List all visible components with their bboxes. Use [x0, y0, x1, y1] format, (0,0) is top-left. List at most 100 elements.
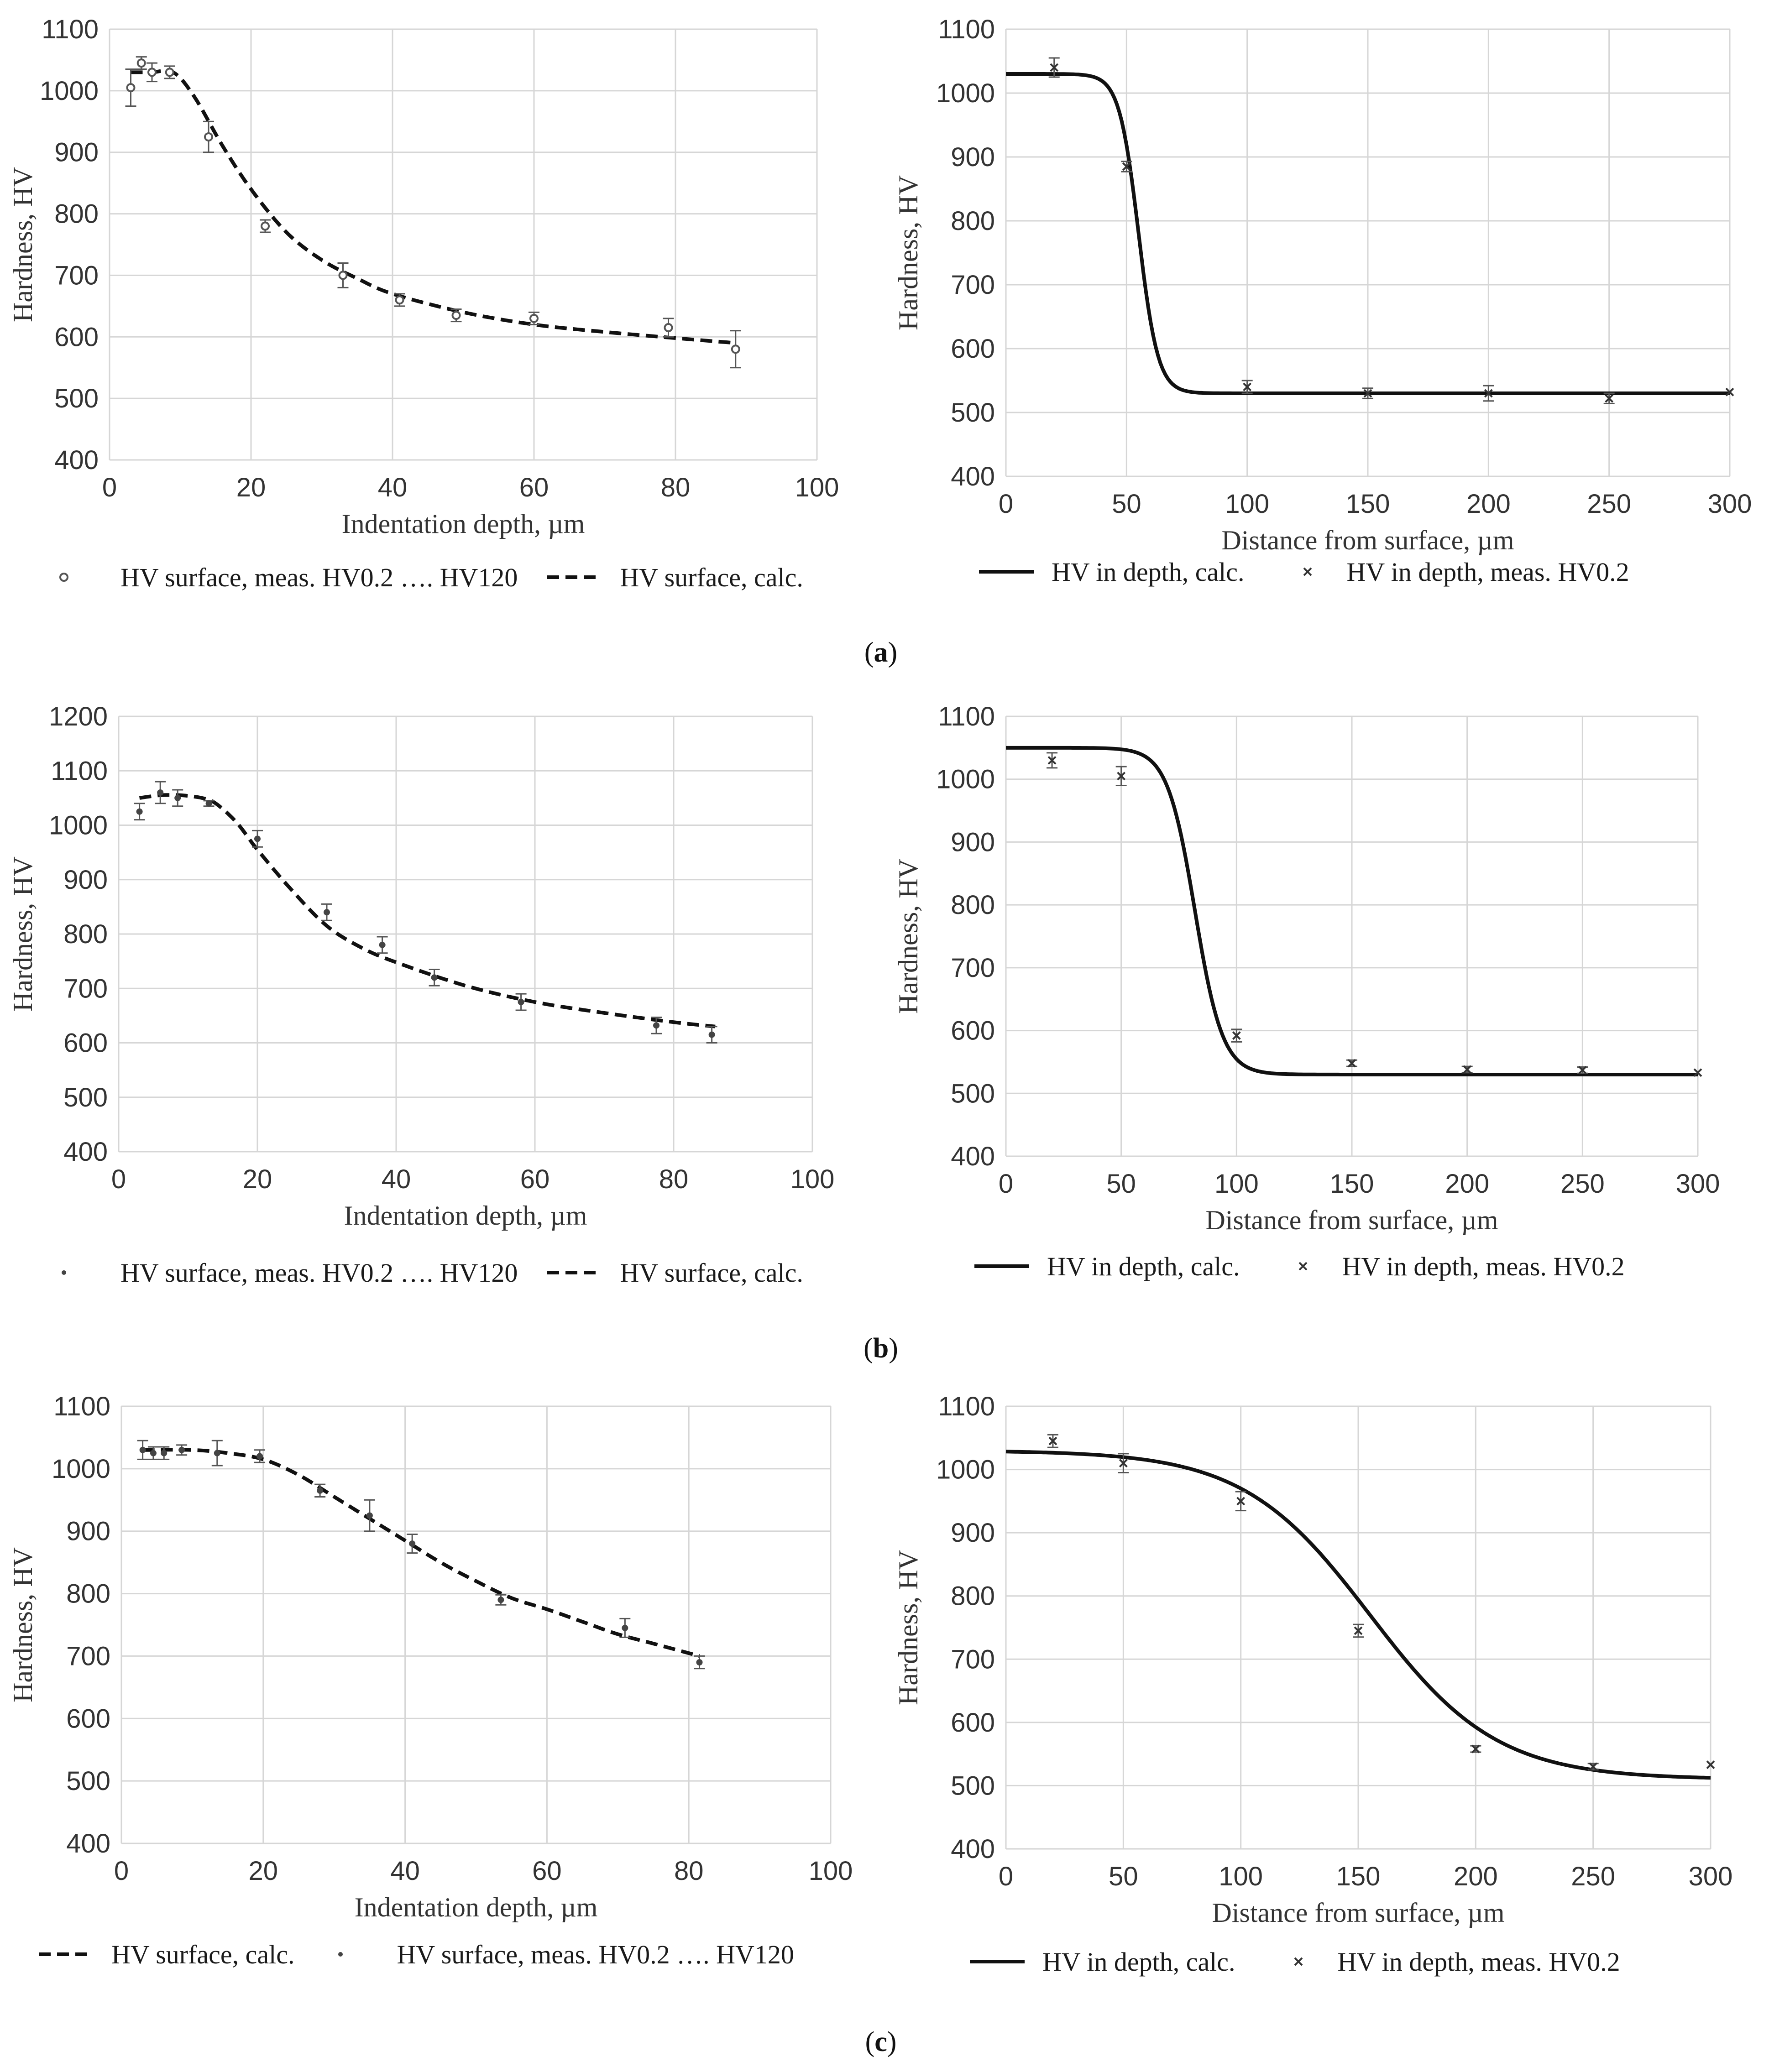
- c-left-ytick-2: 600: [66, 1704, 110, 1733]
- a-left-meas-point-3: [165, 68, 174, 77]
- a-right-meas-point-5: [1605, 394, 1614, 403]
- b-right-meas-point-4: [1463, 1065, 1472, 1074]
- c-right-xtick-1: 50: [1109, 1862, 1138, 1891]
- a-right-ylabel: Hardness, HV: [893, 175, 923, 330]
- c-left-meas-point-3: [178, 1446, 185, 1453]
- b-left-legend-symbol-calc: [545, 1258, 604, 1288]
- b-right-legend-symbol-calc: [972, 1251, 1031, 1282]
- a-left-ylabel: Hardness, HV: [8, 167, 38, 322]
- a-left-calc-line: [130, 68, 736, 345]
- c-right-xtick-5: 250: [1571, 1862, 1615, 1891]
- c-right-ytick-1: 500: [951, 1771, 995, 1801]
- c-right-legend-symbol-meas: [1263, 1947, 1322, 1977]
- b-left-legend-item-meas: HV surface, meas. HV0.2 …. HV120: [46, 1258, 518, 1288]
- c-right-meas-point-6: [1706, 1760, 1715, 1769]
- b-left-xtick-1: 20: [243, 1164, 272, 1194]
- b-right-ytick-3: 700: [951, 953, 995, 983]
- c-left-meas-point-8: [409, 1540, 416, 1547]
- c-right-xtick-4: 200: [1454, 1862, 1498, 1891]
- a-left-meas-point-5: [261, 221, 270, 231]
- b-left-meas-point-0: [136, 808, 143, 815]
- c-left-meas-point-6: [317, 1487, 324, 1494]
- a-left-xtick-3: 60: [519, 473, 549, 502]
- a-left-ytick-6: 1000: [40, 76, 99, 106]
- c-right-legend-symbol-calc: [968, 1947, 1027, 1977]
- c-right-meas-point-2: [1236, 1497, 1246, 1506]
- b-left-ytick-4: 800: [63, 919, 108, 949]
- b-right-xtick-5: 250: [1560, 1169, 1605, 1199]
- chart-a-right: 400 500 600 700 800 900 1000 1100 0 50 100 150 200 25…: [885, 0, 1769, 607]
- b-right-legend-label-calc: HV in depth, calc.: [1047, 1252, 1240, 1281]
- b-left-meas-point-5: [324, 909, 330, 916]
- a-left-svg: 400 500 600 700 800 900 1000 1100 0 20 40 60 80 100 In…: [8, 15, 839, 539]
- b-right-legend: HV in depth, calc. HV in depth, meas. HV0…: [972, 1251, 1652, 1282]
- c-left-meas-point-11: [696, 1659, 703, 1666]
- c-left-ytick-4: 800: [66, 1579, 110, 1609]
- a-left-xtick-2: 40: [378, 473, 408, 502]
- c-left-meas-point-7: [366, 1512, 373, 1519]
- a-left-ytick-1: 500: [54, 384, 99, 413]
- c-left-ylabel: Hardness, HV: [8, 1547, 38, 1702]
- c-right-ytick-4: 800: [951, 1581, 995, 1611]
- b-left-meas-point-2: [174, 794, 181, 801]
- c-left-xtick-2: 40: [390, 1856, 420, 1886]
- c-right-xtick-6: 300: [1689, 1862, 1733, 1891]
- b-right-legend-label-meas: HV in depth, meas. HV0.2: [1342, 1252, 1625, 1281]
- c-left-xtick-0: 0: [114, 1856, 129, 1886]
- b-left-xtick-2: 40: [382, 1164, 411, 1194]
- b-right-meas-point-0: [1047, 756, 1057, 765]
- a-right-ytick-6: 1000: [936, 78, 995, 108]
- b-right-ylabel: Hardness, HV: [893, 859, 923, 1014]
- b-left-ytick-2: 600: [63, 1028, 108, 1058]
- a-left-xtick-1: 20: [236, 473, 266, 502]
- c-left-meas-point-2: [161, 1450, 167, 1456]
- b-right-xtick-4: 200: [1445, 1169, 1489, 1199]
- a-right-meas-point-1: [1122, 162, 1131, 171]
- b-left-xtick-4: 80: [659, 1164, 689, 1194]
- a-left-ytick-3: 700: [54, 261, 99, 290]
- c-left-legend-symbol-meas: [322, 1939, 382, 1970]
- b-right-ytick-4: 800: [951, 890, 995, 920]
- a-left-meas-point-0: [126, 83, 136, 93]
- c-right-ytick-0: 400: [951, 1834, 995, 1864]
- a-left-meas-point-2: [147, 68, 157, 77]
- b-right-calc-line: [1006, 746, 1698, 1076]
- a-left-ytick-0: 400: [54, 445, 99, 475]
- a-left-legend-label-calc: HV surface, calc.: [620, 563, 803, 592]
- b-right-xtick-6: 300: [1676, 1169, 1720, 1199]
- c-left-xtick-1: 20: [249, 1856, 278, 1886]
- a-right-meas-point-3: [1363, 389, 1372, 398]
- a-right-ytick-3: 700: [951, 270, 995, 300]
- a-left-ytick-4: 800: [54, 199, 99, 229]
- a-left-meas-point-11: [731, 344, 740, 354]
- a-left-legend-label-meas: HV surface, meas. HV0.2 …. HV120: [120, 563, 518, 592]
- b-left-meas-point-6: [379, 941, 386, 948]
- c-right-meas-point-0: [1048, 1436, 1057, 1446]
- b-left-xlabel: Indentation depth, µm: [344, 1200, 587, 1231]
- b-right-meas-point-5: [1578, 1065, 1587, 1075]
- a-right-svg: 400 500 600 700 800 900 1000 1100 0 50 100 150 200 25…: [893, 15, 1752, 555]
- b-left-ytick-1: 500: [63, 1083, 108, 1112]
- a-right-ytick-4: 800: [951, 206, 995, 236]
- c-right-ytick-6: 1000: [936, 1455, 995, 1485]
- b-left-meas-point-8: [518, 999, 524, 1006]
- c-right-meas-point-1: [1119, 1459, 1128, 1468]
- a-left-meas-point-6: [338, 271, 348, 280]
- a-right-xtick-6: 300: [1708, 489, 1752, 519]
- caption-c: (c): [865, 2026, 897, 2057]
- a-right-meas-point-4: [1484, 389, 1493, 398]
- b-left-legend: HV surface, meas. HV0.2 …. HV120 HV surfa…: [46, 1258, 831, 1288]
- b-left-meas-point-1: [157, 789, 164, 796]
- a-left-legend-symbol-calc: [545, 562, 604, 593]
- b-left-xtick-0: 0: [111, 1164, 126, 1194]
- c-right-legend: HV in depth, calc. HV in depth, meas. HV0…: [968, 1947, 1648, 1977]
- c-right-xlabel: Distance from surface, µm: [1212, 1898, 1505, 1928]
- b-right-ytick-0: 400: [951, 1142, 995, 1171]
- c-right-xtick-0: 0: [999, 1862, 1013, 1891]
- b-right-xtick-2: 100: [1214, 1169, 1259, 1199]
- c-left-xtick-5: 100: [809, 1856, 853, 1886]
- a-right-ytick-0: 400: [951, 462, 995, 491]
- a-right-xlabel: Distance from surface, µm: [1222, 525, 1514, 555]
- b-right-legend-item-meas: HV in depth, meas. HV0.2: [1267, 1251, 1625, 1282]
- b-right-xlabel: Distance from surface, µm: [1206, 1205, 1498, 1235]
